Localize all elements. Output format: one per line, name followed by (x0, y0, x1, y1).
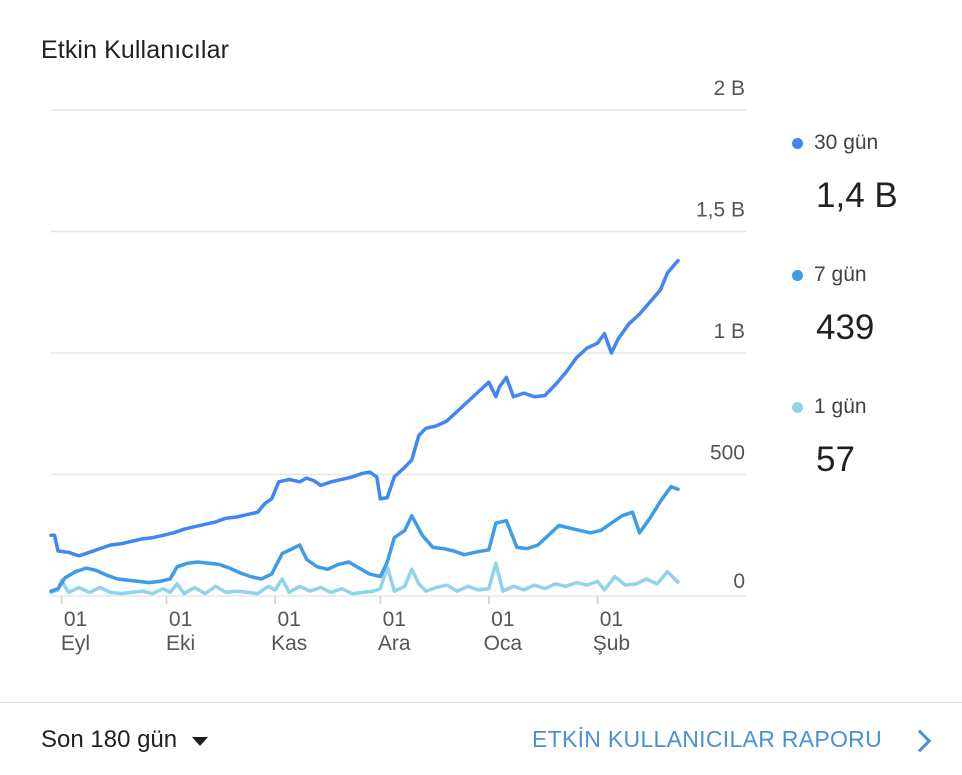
x-tick-day-label: 01 (383, 608, 406, 631)
x-tick-day-label: 01 (600, 608, 623, 631)
y-tick-label: 1 B (713, 320, 745, 343)
series-line-1-gün (49, 561, 680, 596)
series-line-7-gün (49, 484, 680, 593)
y-tick-label: 1,5 B (696, 199, 745, 222)
y-tick-label: 500 (710, 442, 745, 465)
legend-label: 7 gün (814, 263, 867, 286)
card-title: Etkin Kullanıcılar (41, 36, 229, 64)
legend-label: 30 gün (814, 131, 879, 154)
legend-item-1-day[interactable]: 1 gün 57 (792, 390, 962, 522)
date-range-dropdown[interactable]: Son 180 gün (41, 726, 209, 754)
report-link-label: ETKİN KULLANICILAR RAPORU (531, 726, 882, 752)
x-tick-month-label: Eyl (61, 632, 90, 655)
footer-divider (0, 702, 962, 703)
legend-item-7-day[interactable]: 7 gün 439 (792, 258, 962, 390)
y-tick-label: 0 (733, 570, 745, 593)
legend-dot-icon (792, 401, 803, 413)
chart-series (49, 258, 680, 596)
chart-legend: 30 gün 1,4 B 7 gün 439 1 gün 57 (792, 126, 962, 522)
x-tick-day-label: 01 (169, 608, 192, 631)
legend-dot-icon (792, 269, 803, 281)
x-tick-day-label: 01 (491, 608, 514, 631)
legend-label: 1 gün (814, 395, 867, 418)
chart-grid (51, 109, 746, 597)
x-tick-month-label: Kas (271, 632, 307, 655)
x-tick-month-label: Ara (378, 632, 411, 655)
legend-current-value: 439 (816, 308, 875, 347)
date-range-label: Son 180 gün (41, 726, 178, 753)
x-tick-month-label: Oca (484, 632, 523, 655)
chevron-right-icon (908, 729, 932, 752)
y-tick-label: 2 B (713, 77, 745, 100)
x-tick-day-label: 01 (64, 608, 87, 631)
x-tick-month-label: Eki (166, 632, 195, 655)
x-tick-day-label: 01 (277, 608, 300, 631)
active-users-report-link[interactable]: ETKİN KULLANICILAR RAPORU (531, 726, 932, 753)
caret-down-icon (192, 737, 209, 746)
x-tick-month-label: Şub (593, 632, 630, 655)
legend-dot-icon (792, 137, 803, 149)
y-axis-ticks: 0 500 1 B 1,5 B 2 B (696, 77, 745, 593)
series-line-30-gün (49, 258, 680, 558)
legend-current-value: 57 (816, 440, 855, 479)
legend-current-value: 1,4 B (816, 176, 898, 215)
legend-item-30-day[interactable]: 30 gün 1,4 B (792, 126, 962, 258)
